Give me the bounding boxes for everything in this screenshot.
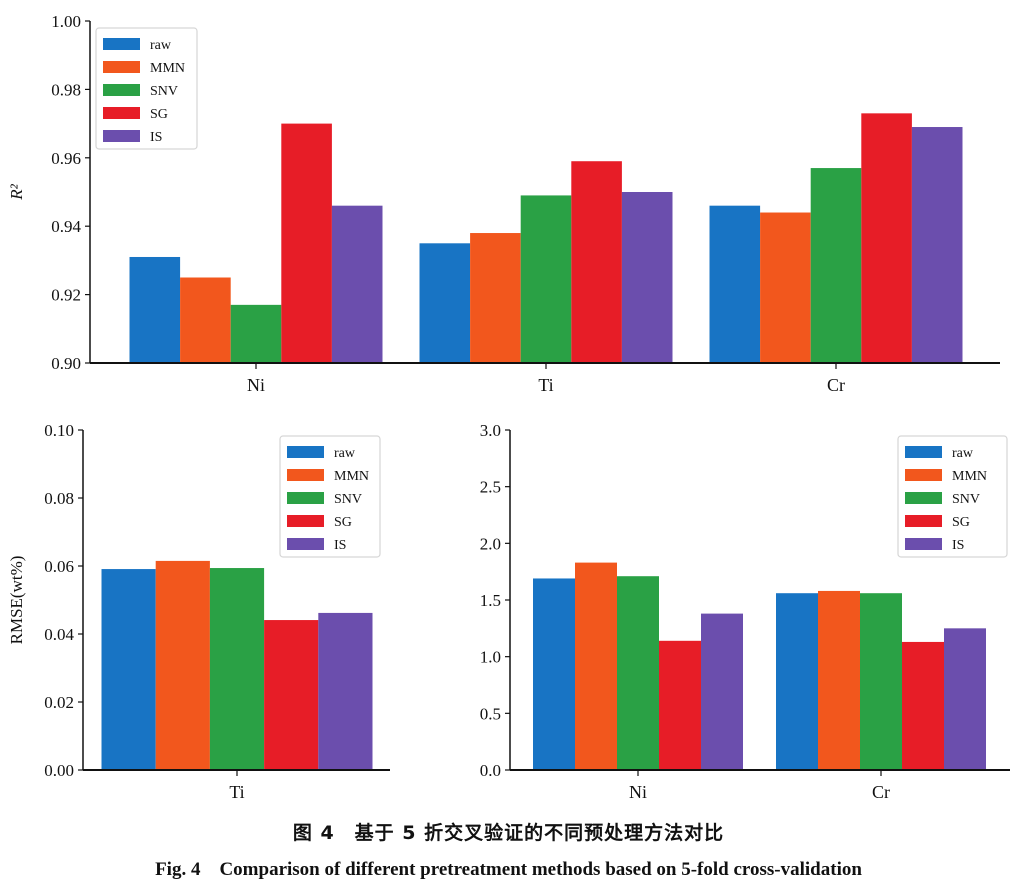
bar-SNV-Cr <box>810 168 862 363</box>
bar-SG-Ni <box>659 640 701 770</box>
legend-swatch-SG <box>905 515 942 527</box>
y-tick-label: 0.5 <box>480 704 501 723</box>
y-tick-label: 3.0 <box>480 421 501 440</box>
legend-label-SNV: SNV <box>150 84 178 99</box>
bar-MMN-Cr <box>760 212 811 363</box>
legend-swatch-SG <box>287 515 324 527</box>
y-tick-label: 2.0 <box>480 534 501 553</box>
bar-SG-Ti <box>264 620 319 770</box>
legend-label-IS: IS <box>150 130 162 145</box>
legend-label-raw: raw <box>150 38 172 53</box>
bar-IS-Cr <box>911 127 963 364</box>
y-tick-label: 0.10 <box>44 421 74 440</box>
legend-swatch-raw <box>905 446 942 458</box>
legend-label-SG: SG <box>952 515 970 530</box>
legend-label-SG: SG <box>334 515 352 530</box>
y-tick-label: 1.5 <box>480 591 501 610</box>
bar-raw-Ni <box>533 578 575 770</box>
legend-swatch-IS <box>905 538 942 550</box>
legend: raw MMN SNV SG IS <box>95 27 198 150</box>
bar-raw-Ti <box>419 243 471 363</box>
bar-IS-Cr <box>944 628 986 770</box>
legend-label-MMN: MMN <box>150 61 185 76</box>
bar-MMN-Ni <box>575 562 617 770</box>
y-tick-label: 0.92 <box>51 286 81 305</box>
y-tick-label: 0.0 <box>480 761 501 780</box>
legend-swatch-SNV <box>103 84 140 96</box>
bar-SG-Ni <box>281 123 332 363</box>
legend: raw MMN SNV SG IS <box>897 435 1008 558</box>
y-axis-label: R² <box>7 183 26 200</box>
legend-label-SNV: SNV <box>334 492 362 507</box>
bar-IS-Ni <box>331 205 383 363</box>
bar-SNV-Ni <box>617 576 659 770</box>
legend-label-raw: raw <box>952 446 974 461</box>
bar-SG-Ti <box>571 161 622 363</box>
y-tick-label: 0.98 <box>51 80 81 99</box>
legend-label-SG: SG <box>150 107 168 122</box>
legend-swatch-raw <box>287 446 324 458</box>
legend-swatch-MMN <box>905 469 942 481</box>
y-tick-label: 2.5 <box>480 478 501 497</box>
y-tick-label: 0.96 <box>51 149 81 168</box>
bar-raw-Cr <box>709 205 761 363</box>
bar-raw-Ti <box>101 569 156 770</box>
caption-english: Fig. 4 Comparison of different pretreatm… <box>155 859 862 880</box>
legend-label-MMN: MMN <box>952 469 987 484</box>
y-tick-label: 0.94 <box>51 217 81 236</box>
chart-panel-1: 0.90 0.92 0.94 0.96 0.98 1.00 Ni Ti Cr R² raw MMN SN… <box>7 12 1000 395</box>
bar-MMN-Ti <box>155 560 210 770</box>
chart-panel-3: 0.0 0.5 1.0 1.5 2.0 2.5 3.0 Ni Cr raw MMN SNV SG IS <box>480 421 1010 802</box>
x-tick-label: Cr <box>827 375 845 395</box>
legend-label-SNV: SNV <box>952 492 980 507</box>
legend-label-MMN: MMN <box>334 469 369 484</box>
y-tick-label: 0.00 <box>44 761 74 780</box>
bar-raw-Ni <box>129 256 181 363</box>
x-tick-label: Ni <box>247 375 265 395</box>
bar-raw-Cr <box>776 593 818 770</box>
legend: raw MMN SNV SG IS <box>279 435 381 558</box>
legend-swatch-IS <box>287 538 324 550</box>
bar-IS-Ni <box>701 613 743 770</box>
bar-MMN-Ti <box>470 233 521 363</box>
bar-SG-Cr <box>902 641 944 770</box>
legend-swatch-SNV <box>905 492 942 504</box>
chart-panel-2: 0.00 0.02 0.04 0.06 0.08 0.10 Ti RMSE(wt%) raw MM… <box>7 421 390 802</box>
y-tick-label: 0.06 <box>44 557 74 576</box>
y-tick-label: 0.02 <box>44 693 74 712</box>
y-tick-label: 1.00 <box>51 12 81 31</box>
legend-label-raw: raw <box>334 446 356 461</box>
x-tick-label: Ti <box>538 375 553 395</box>
y-tick-label: 0.90 <box>51 354 81 373</box>
legend-swatch-MMN <box>103 61 140 73</box>
legend-swatch-SG <box>103 107 140 119</box>
bar-IS-Ti <box>318 612 373 770</box>
bar-IS-Ti <box>621 192 673 363</box>
bar-SNV-Cr <box>860 593 902 770</box>
legend-label-IS: IS <box>952 538 964 553</box>
legend-swatch-raw <box>103 38 140 50</box>
y-tick-label: 1.0 <box>480 648 501 667</box>
x-tick-label: Cr <box>872 782 890 802</box>
caption-chinese: 图 4 基于 5 折交叉验证的不同预处理方法对比 <box>292 822 725 844</box>
y-tick-label: 0.08 <box>44 489 74 508</box>
bar-SG-Cr <box>861 113 912 363</box>
legend-swatch-IS <box>103 130 140 142</box>
legend-swatch-MMN <box>287 469 324 481</box>
legend-swatch-SNV <box>287 492 324 504</box>
y-tick-label: 0.04 <box>44 625 74 644</box>
bar-MMN-Cr <box>818 590 860 770</box>
x-tick-label: Ti <box>229 782 244 802</box>
bar-SNV-Ti <box>209 568 265 770</box>
bar-SNV-Ti <box>520 195 572 363</box>
x-tick-label: Ni <box>629 782 647 802</box>
bar-MMN-Ni <box>180 277 231 363</box>
bar-SNV-Ni <box>230 304 282 363</box>
legend-label-IS: IS <box>334 538 346 553</box>
y-axis-label: RMSE(wt%) <box>7 556 26 645</box>
